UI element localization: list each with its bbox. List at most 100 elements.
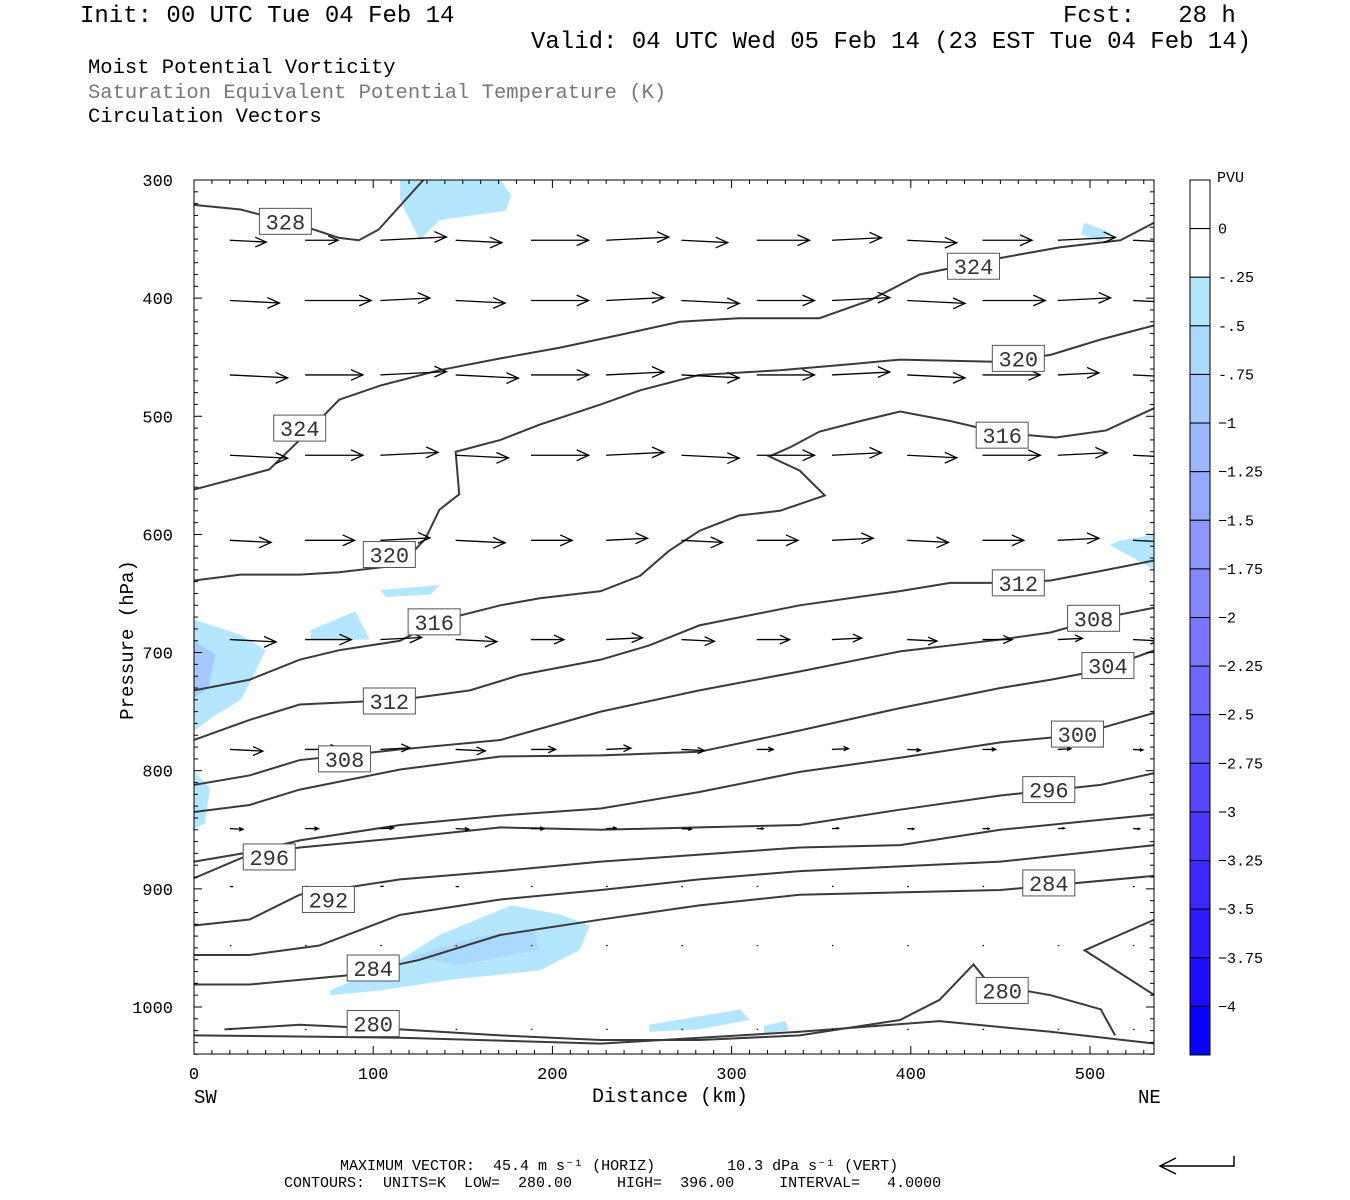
colorbar-label: −4: [1218, 999, 1236, 1016]
circulation-vector: [606, 632, 645, 644]
vector-shaft: [831, 296, 890, 302]
colorbar-segment: [1189, 325, 1211, 375]
colorbar-segment: [1189, 228, 1211, 278]
vector-shaft: [681, 454, 740, 459]
circulation-vector: [831, 633, 864, 643]
circulation-vector: [982, 534, 1026, 547]
colorbar-segment: [1189, 957, 1211, 1007]
circulation-vector: [1057, 231, 1118, 244]
vector-head: [425, 446, 440, 459]
vector-head: [612, 826, 618, 831]
contour-label-box: [1050, 720, 1104, 748]
vector-head: [635, 532, 650, 545]
colorbar-segment: [1189, 811, 1211, 862]
circulation-vector: [907, 236, 959, 249]
vector-shaft: [380, 827, 394, 830]
vector-head: [576, 449, 591, 462]
contour-label: 316: [414, 612, 454, 637]
vector-shaft: [606, 637, 643, 641]
x-axis-sw: SW: [194, 1087, 217, 1109]
colorbar-segment: [1189, 568, 1211, 619]
colorbar-segment: [1189, 617, 1211, 667]
valid-time: Valid: 04 UTC Wed 05 Feb 14 (23 EST Tue …: [531, 29, 1252, 56]
vector-head: [726, 452, 741, 465]
circulation-vector: [831, 446, 884, 459]
contour-label-box: [1067, 604, 1121, 632]
vector-shaft: [380, 636, 422, 641]
circulation-vector: [1057, 826, 1066, 830]
vector-head: [275, 452, 290, 465]
vector-shaft: [380, 370, 447, 376]
contour-label: 312: [370, 691, 410, 716]
vector-shaft: [229, 454, 288, 459]
vector-head: [877, 291, 892, 304]
circulation-vector: [229, 296, 281, 309]
vector-shaft: [455, 638, 497, 643]
vector-head: [339, 633, 353, 646]
colorbar-label: −2: [1218, 611, 1236, 628]
vector-head: [986, 827, 991, 831]
vector-head: [1086, 532, 1101, 545]
contour-label: 280: [353, 1014, 393, 1039]
vector-shaft: [831, 537, 874, 541]
circulation-vector: [681, 827, 693, 832]
theta-es-contour-316: [194, 407, 1154, 692]
colorbar-segment: [1189, 471, 1211, 521]
circulation-vector: [756, 449, 817, 462]
theta-es-contour-276: [194, 1020, 1154, 1045]
circulation-vector: [756, 827, 765, 831]
vector-head: [489, 236, 504, 249]
circulation-vector: [530, 534, 574, 547]
contour-label: 300: [1058, 724, 1098, 749]
vector-head: [1011, 534, 1026, 547]
vector-head: [656, 231, 671, 244]
contour-label: 304: [1088, 656, 1128, 681]
y-tick-label: 800: [142, 764, 173, 783]
x-tick-label: 200: [537, 1066, 568, 1085]
y-tick-label: 400: [142, 291, 173, 310]
circulation-vector: [756, 634, 792, 645]
vector-head: [631, 632, 645, 644]
circulation-vector: [907, 371, 967, 384]
vector-head: [651, 446, 666, 459]
vector-head: [358, 294, 373, 307]
vector-head: [1156, 298, 1166, 307]
contour-label-box: [947, 252, 1001, 280]
circulation-vector: [1132, 747, 1145, 752]
vector-head: [539, 826, 546, 831]
circulation-vector: [530, 634, 566, 645]
circulation-vector: [455, 635, 499, 648]
circulation-vector: [606, 291, 666, 304]
circulation-vector: [1057, 291, 1113, 304]
vector-head: [802, 449, 817, 462]
vector-shaft: [606, 747, 631, 751]
theta-es-contour-288: [194, 844, 1154, 956]
theta-es-contour-304: [194, 649, 1154, 814]
contour-label-box: [1022, 776, 1076, 804]
contour-label: 308: [325, 749, 365, 774]
vector-head: [1162, 237, 1174, 248]
vector-head: [726, 371, 741, 384]
x-tick-label: 100: [358, 1066, 389, 1085]
pv-shaded-region: [380, 585, 440, 598]
vector-head: [797, 234, 812, 247]
vector-head: [1032, 294, 1047, 307]
contour-label: 284: [353, 958, 393, 983]
vector-shaft: [907, 539, 949, 544]
vector-shaft: [681, 374, 740, 379]
vector-shaft: [831, 452, 882, 456]
circulation-vector: [907, 636, 939, 646]
vector-head: [400, 743, 412, 753]
colorbar-segment: [1189, 665, 1211, 716]
contour-label: 328: [266, 211, 306, 236]
circulation-vector: [229, 536, 273, 549]
vector-head: [389, 825, 396, 831]
pv-shaded-region: [194, 619, 266, 731]
vector-shaft: [229, 827, 244, 830]
y-tick-label: 900: [142, 882, 173, 901]
circulation-vector: [380, 531, 432, 544]
colorbar-label: -.5: [1218, 319, 1245, 336]
vector-shaft: [606, 371, 665, 376]
circulation-vector: [831, 745, 851, 752]
